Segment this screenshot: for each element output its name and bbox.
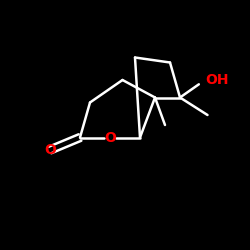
Text: O: O — [104, 130, 116, 144]
Text: O: O — [44, 143, 56, 157]
Text: OH: OH — [205, 73, 229, 87]
